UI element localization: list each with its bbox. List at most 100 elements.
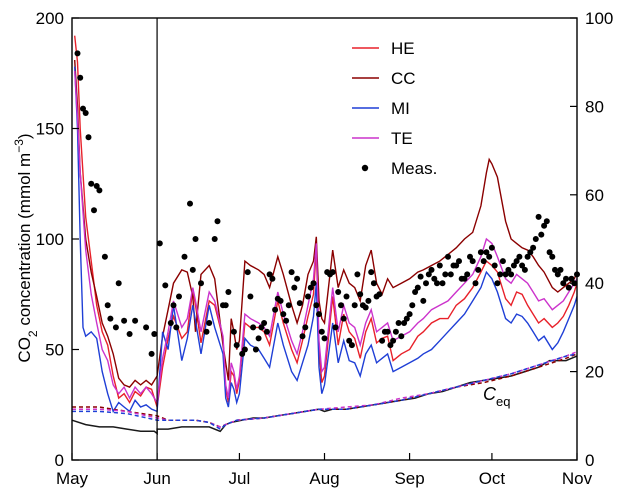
measurement-point [568,275,575,282]
measurement-point [176,293,182,300]
measurement-point [486,253,493,260]
measurement-point [143,324,150,331]
measurement-point [211,236,218,242]
measurement-point [225,289,232,295]
measurement-point [499,258,506,265]
x-tick-label: Sep [394,469,424,488]
measurement-point [93,183,100,189]
series-line-mi [74,66,578,414]
measurement-point [552,266,558,273]
measurement-point [469,258,476,265]
measurement-point [148,350,155,357]
measurement-point [310,280,317,287]
measurement-point [74,50,81,57]
y-axis-title: CO2 concentration (mmol m−3) [12,133,40,362]
measurement-point [516,253,523,260]
measurement-point [170,302,177,309]
measurement-point [343,293,350,300]
measurement-point [277,297,284,304]
measurement-point [453,262,460,269]
measurement-point [530,244,537,251]
measurement-point [302,324,309,331]
measurement-point [285,302,292,309]
measurement-point [414,284,421,291]
measurement-point [502,271,509,278]
ceq-annotation: Ceq [483,384,510,409]
measurement-point [368,269,375,276]
y2-tick-label: 80 [585,97,604,116]
x-tick-label: Jul [229,469,251,488]
measurement-point [477,249,484,256]
measurement-point [156,240,163,247]
measurement-point [241,346,248,353]
measurement-point [527,249,534,256]
measurement-point [423,280,429,287]
measurement-point [121,317,128,324]
measurement-point [340,315,347,322]
measurement-point [346,337,353,344]
y2-tick-label: 40 [585,274,604,293]
measurement-point [192,236,199,242]
axis-ticks [71,17,578,461]
measurement-point [442,271,449,278]
legend-marker-meas [361,164,369,172]
legend-label-mi: MI [391,99,410,118]
measurement-point [488,244,495,251]
measurement-point [318,328,325,335]
tick-labels: 0 50 100 150 200 0 20 40 60 80 100 May Jun Jul Aug Sep O… [36,9,614,488]
measurement-point [376,291,383,298]
x-tick-label: Aug [309,469,339,488]
measurement-point [230,328,237,335]
measurement-point [269,275,276,282]
measurement-point [412,289,419,295]
measurement-point [398,333,405,340]
measurement-point [335,289,342,295]
measurement-point [524,253,531,260]
measurement-point [162,282,169,289]
measurement-point [266,271,273,278]
measurement-point [80,105,86,112]
measurement-point [252,346,259,353]
measurement-point [456,258,462,265]
measurement-point [362,304,369,311]
measurement-point [392,328,399,335]
measurement-point [280,311,287,318]
measurement-point [379,337,386,344]
measurement-point [554,271,561,278]
measurement-point [434,280,440,287]
legend: HE CC MI TE Meas. [352,39,437,178]
measurement-point [181,253,188,260]
measurement-point [263,328,270,335]
x-tick-label: Nov [562,469,593,488]
measurement-point [365,297,372,304]
measurement-point [370,280,377,287]
x-tick-label: Jun [143,469,170,488]
legend-label-cc: CC [391,69,416,88]
x-tick-label: Oct [479,469,506,488]
measurement-point [447,271,454,278]
measurement-point [420,297,427,304]
measurement-point [461,275,468,282]
measurement-point [173,324,180,331]
measurement-point [546,249,553,256]
equilibrium-line [72,351,578,428]
measurement-point [85,134,92,141]
measurement-point [549,253,556,260]
measurement-point [483,249,490,256]
y-tick-label: 150 [36,120,64,139]
measurement-point [332,324,339,331]
measurement-point [472,280,479,287]
measurement-point [321,335,328,342]
measurement-point [406,311,413,318]
measurement-point [233,342,240,349]
measurement-point [294,275,301,282]
measurement-point [535,213,542,220]
measurement-point [439,280,446,287]
measurement-point [505,266,512,273]
measurement-point [305,293,311,300]
measurement-point [532,236,539,242]
measurement-point [508,271,515,278]
measurement-point [401,320,408,326]
measurement-point [214,218,221,225]
measurement-point [513,258,520,265]
